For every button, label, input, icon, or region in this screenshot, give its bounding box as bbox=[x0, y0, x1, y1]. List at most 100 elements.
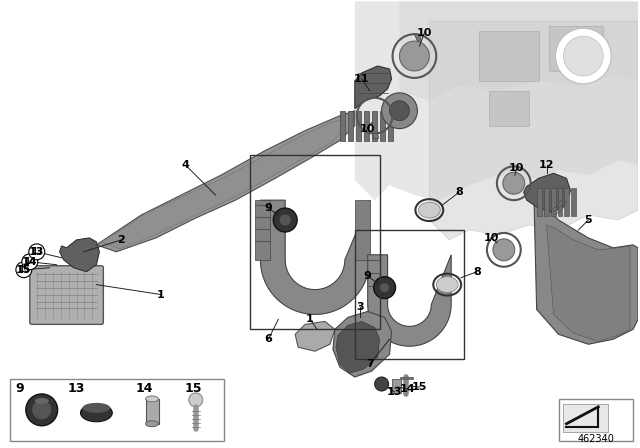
Text: 8: 8 bbox=[473, 267, 481, 277]
Text: 11: 11 bbox=[354, 74, 369, 84]
Polygon shape bbox=[295, 321, 335, 351]
Text: 2: 2 bbox=[117, 235, 125, 245]
Bar bbox=[557, 188, 563, 216]
Polygon shape bbox=[355, 1, 638, 200]
Bar bbox=[572, 188, 577, 216]
Polygon shape bbox=[333, 311, 392, 377]
Ellipse shape bbox=[35, 398, 49, 404]
Circle shape bbox=[381, 93, 417, 129]
Circle shape bbox=[563, 36, 604, 76]
Bar bbox=[388, 111, 392, 141]
Text: 9: 9 bbox=[364, 271, 372, 281]
Polygon shape bbox=[355, 200, 370, 260]
Text: 7: 7 bbox=[366, 359, 374, 369]
Polygon shape bbox=[336, 321, 380, 373]
Ellipse shape bbox=[419, 202, 440, 218]
Text: 6: 6 bbox=[264, 334, 272, 344]
Circle shape bbox=[273, 208, 297, 232]
Circle shape bbox=[556, 28, 611, 84]
Circle shape bbox=[279, 214, 291, 226]
Text: 12: 12 bbox=[539, 160, 554, 170]
Bar bbox=[564, 188, 570, 216]
Ellipse shape bbox=[145, 396, 159, 402]
Polygon shape bbox=[534, 185, 638, 344]
Circle shape bbox=[390, 101, 410, 121]
Text: 10: 10 bbox=[509, 164, 524, 173]
Text: 5: 5 bbox=[584, 215, 592, 225]
Circle shape bbox=[22, 254, 38, 270]
Text: 9: 9 bbox=[15, 383, 24, 396]
Bar bbox=[548, 26, 604, 71]
Ellipse shape bbox=[145, 421, 159, 427]
FancyBboxPatch shape bbox=[30, 266, 103, 324]
Polygon shape bbox=[429, 21, 638, 240]
Circle shape bbox=[29, 244, 45, 260]
Polygon shape bbox=[355, 66, 392, 109]
Bar bbox=[356, 111, 361, 141]
Circle shape bbox=[399, 41, 429, 71]
Bar bbox=[355, 230, 464, 359]
Circle shape bbox=[26, 394, 58, 426]
Text: 3: 3 bbox=[356, 302, 364, 312]
Polygon shape bbox=[547, 225, 630, 341]
Circle shape bbox=[32, 400, 52, 420]
Ellipse shape bbox=[81, 404, 112, 422]
Polygon shape bbox=[97, 111, 355, 252]
Text: 8: 8 bbox=[455, 187, 463, 197]
Polygon shape bbox=[101, 119, 345, 249]
Text: 13: 13 bbox=[31, 247, 43, 256]
Text: 14: 14 bbox=[24, 257, 36, 266]
Circle shape bbox=[374, 277, 396, 298]
Text: 10: 10 bbox=[483, 233, 499, 243]
Text: 4: 4 bbox=[182, 160, 190, 170]
Polygon shape bbox=[399, 1, 638, 101]
Text: 15: 15 bbox=[18, 265, 29, 274]
Bar bbox=[550, 188, 556, 216]
Text: 14: 14 bbox=[399, 384, 415, 394]
Text: 15: 15 bbox=[185, 383, 202, 396]
Polygon shape bbox=[368, 255, 451, 346]
Text: 1: 1 bbox=[306, 314, 314, 324]
Bar bbox=[543, 188, 548, 216]
Bar bbox=[537, 188, 541, 216]
Text: 9: 9 bbox=[264, 203, 272, 213]
Circle shape bbox=[189, 393, 203, 407]
Bar bbox=[559, 399, 633, 441]
Polygon shape bbox=[260, 200, 370, 314]
Text: 14: 14 bbox=[135, 383, 153, 396]
Bar bbox=[372, 111, 377, 141]
Bar bbox=[364, 111, 369, 141]
Bar bbox=[348, 111, 353, 141]
Circle shape bbox=[503, 172, 525, 194]
Bar bbox=[250, 155, 380, 329]
Text: 1: 1 bbox=[157, 289, 165, 300]
Text: 15: 15 bbox=[412, 382, 427, 392]
Bar bbox=[563, 404, 608, 432]
Circle shape bbox=[380, 283, 390, 293]
Polygon shape bbox=[60, 238, 99, 271]
Polygon shape bbox=[415, 34, 421, 41]
Bar bbox=[380, 111, 385, 141]
Bar bbox=[340, 111, 345, 141]
Text: 462340: 462340 bbox=[578, 434, 614, 444]
Bar bbox=[489, 91, 529, 125]
Circle shape bbox=[374, 377, 388, 391]
Polygon shape bbox=[372, 134, 379, 138]
Text: 10: 10 bbox=[417, 28, 432, 38]
Circle shape bbox=[493, 239, 515, 261]
Text: 14: 14 bbox=[22, 257, 38, 267]
Bar bbox=[10, 379, 223, 441]
Bar bbox=[392, 379, 401, 393]
Text: 13: 13 bbox=[68, 383, 85, 396]
Ellipse shape bbox=[83, 403, 110, 413]
Text: 13: 13 bbox=[387, 387, 402, 397]
Polygon shape bbox=[146, 399, 159, 424]
Polygon shape bbox=[255, 200, 270, 260]
Bar bbox=[479, 31, 539, 81]
Text: 15: 15 bbox=[16, 265, 31, 275]
Ellipse shape bbox=[436, 277, 458, 293]
Text: 13: 13 bbox=[29, 247, 44, 257]
Polygon shape bbox=[524, 173, 570, 212]
Circle shape bbox=[16, 262, 32, 278]
Text: 10: 10 bbox=[360, 124, 376, 134]
